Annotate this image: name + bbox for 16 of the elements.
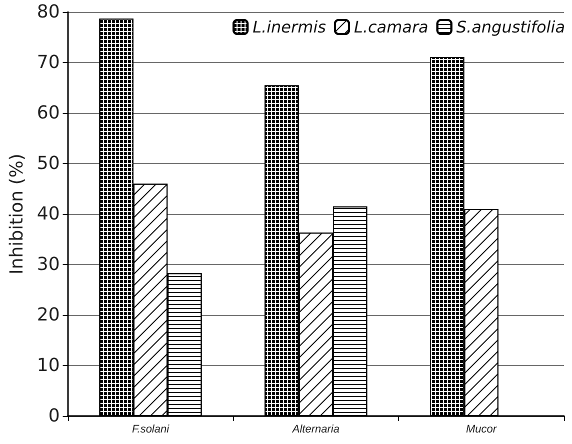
y-tick-label: 80 [36,2,60,22]
legend-label: S.angustifolia [456,18,565,36]
x-tick-label: Alternaria [291,424,340,436]
y-axis-title: Inhibition (%) [6,154,28,274]
y-tick-label: 70 [36,52,60,73]
y-tick-label: 30 [36,254,60,275]
y-tick-label: 40 [36,204,60,224]
x-tick-label: F.solani [132,424,170,436]
x-tick-label: Mucor [466,424,498,436]
legend-label: L.camara [354,18,428,36]
y-tick-label: 50 [36,153,60,174]
y-tick-label: 20 [36,304,60,326]
y-tick-label: 60 [36,102,60,124]
y-tick-label: 10 [36,355,60,376]
y-tick-label: 0 [48,406,60,426]
legend-label: L.inermis [252,18,326,36]
